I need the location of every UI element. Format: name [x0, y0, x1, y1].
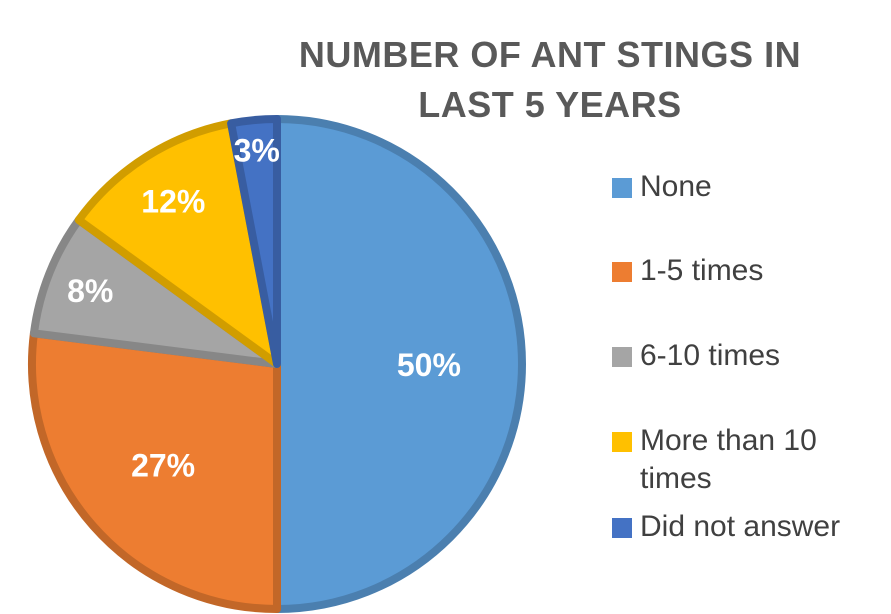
data-label: 3% — [234, 132, 280, 168]
chart-title: NUMBER OF ANT STINGS IN LAST 5 YEARS — [298, 34, 802, 125]
data-label: 27% — [131, 448, 195, 484]
data-labels: 50% 27% 8% 12% 3% — [67, 132, 461, 483]
legend-item-1-5-times: 1-5 times — [612, 252, 890, 290]
pie-slice — [29, 215, 281, 368]
legend-item-none: None — [612, 168, 890, 206]
pie-slice — [28, 329, 281, 613]
pie-slice — [227, 115, 281, 368]
legend-label: None — [640, 170, 712, 203]
pie-slices — [28, 115, 526, 613]
legend-swatch — [612, 432, 632, 452]
legend-item-more-than-10-times: More than 10 times — [612, 422, 880, 498]
legend-label: 6-10 times — [640, 339, 781, 372]
legend-item-6-10-times: 6-10 times — [612, 337, 890, 375]
legend-swatch — [612, 347, 632, 367]
legend-label: Did not answer — [640, 510, 841, 543]
legend-swatch — [612, 178, 632, 198]
pie-slice — [74, 119, 281, 368]
data-label: 8% — [67, 273, 113, 309]
data-label: 50% — [397, 347, 461, 383]
legend-swatch — [612, 262, 632, 282]
legend-label: 1-5 times — [640, 254, 764, 287]
data-label: 12% — [141, 184, 205, 220]
pie-slice — [273, 115, 526, 613]
legend-label: More than 10 times — [640, 424, 817, 495]
legend-swatch — [612, 518, 632, 538]
legend-item-did-not-answer: Did not answer — [612, 508, 890, 546]
